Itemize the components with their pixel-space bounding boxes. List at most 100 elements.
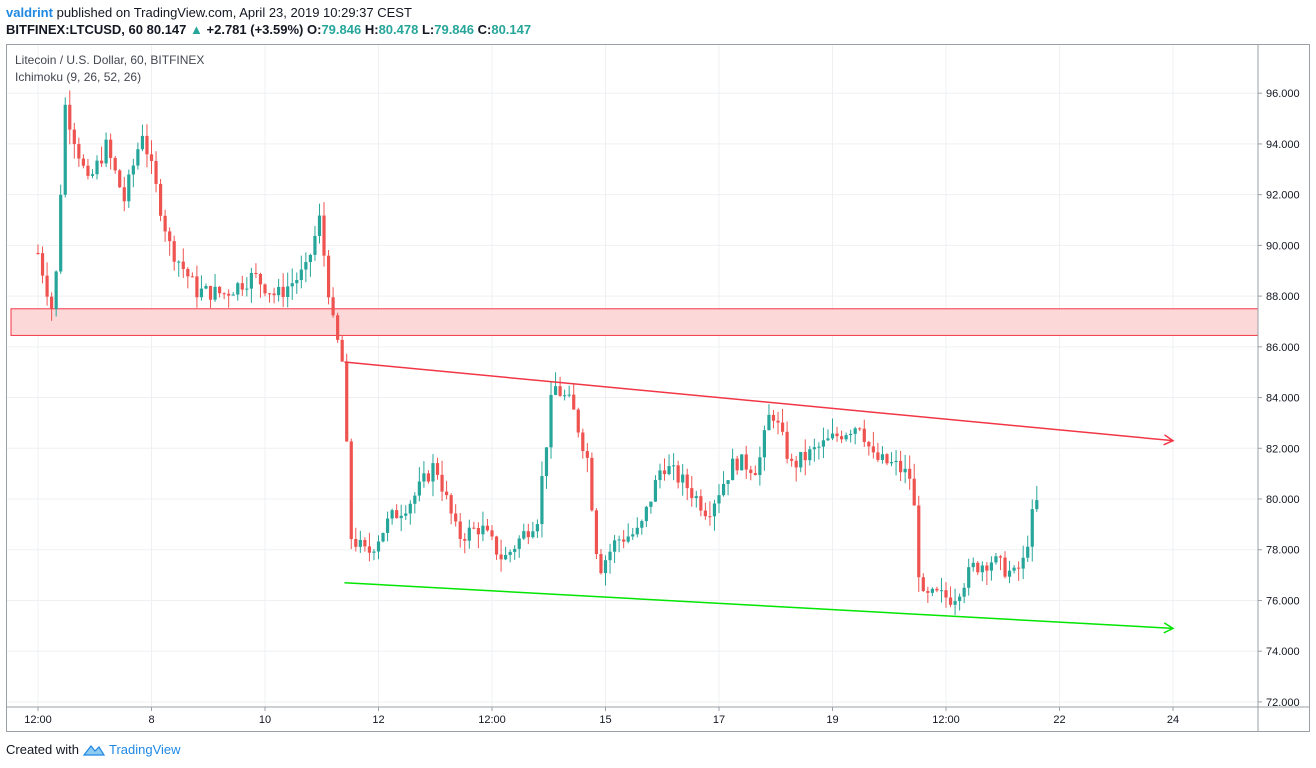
candle-body [299, 269, 303, 281]
candle-body [830, 433, 835, 439]
candle-body [399, 515, 403, 519]
candle-body [326, 255, 331, 298]
candle-body [490, 530, 494, 537]
candle-body [1003, 557, 1007, 577]
candle-body [222, 293, 226, 295]
candle-body [885, 454, 889, 464]
candle-body [971, 562, 975, 568]
candle-body [785, 431, 789, 459]
time-axis-label: 22 [1053, 714, 1065, 726]
candle-body [281, 286, 285, 297]
candle-body [976, 562, 980, 573]
symbol-info: BITFINEX:LTCUSD, 60 80.147 ▲ +2.781 (+3.… [6, 22, 531, 37]
up-triangle-icon: ▲ [190, 22, 203, 37]
candle-body [390, 510, 394, 519]
candle-body [917, 505, 921, 578]
candle-body [54, 271, 58, 309]
price-change: +2.781 (+3.59%) [206, 22, 304, 37]
candle-body [726, 480, 730, 484]
high-label: H: [364, 22, 379, 37]
candle-body [540, 476, 544, 525]
candle-body [304, 262, 308, 270]
candle-body [467, 527, 471, 541]
candle-body [245, 288, 249, 290]
candle-body [622, 539, 626, 542]
candle-body [336, 315, 340, 340]
candle-body [286, 286, 290, 297]
price-axis-label: 90.000 [1266, 240, 1300, 252]
candle-body [494, 536, 499, 555]
candle-body [163, 215, 167, 232]
candle-body [599, 554, 603, 574]
candle-body [962, 587, 966, 597]
candle-body [113, 157, 117, 171]
time-axis-label: 19 [826, 714, 838, 726]
candle-body [1026, 546, 1030, 558]
candle-body [517, 538, 521, 549]
candle-body [154, 160, 158, 184]
candle-body [50, 296, 54, 309]
candle-body [86, 165, 90, 176]
price-axis-label: 96.000 [1266, 88, 1300, 100]
price-axis-label: 80.000 [1266, 494, 1300, 506]
candle-body [667, 466, 671, 475]
candle-body [195, 276, 199, 298]
candle-body [631, 534, 635, 537]
candle-body [708, 516, 712, 518]
candle-body [308, 254, 312, 263]
candle-body [935, 588, 939, 591]
candle-body [322, 215, 326, 256]
candle-body [835, 433, 839, 437]
candle-body [81, 158, 85, 166]
candle-body [735, 458, 739, 471]
candle-body [939, 590, 944, 592]
time-axis-label: 12:00 [932, 714, 960, 726]
candle-body [363, 539, 367, 547]
candle-body [717, 495, 721, 504]
candle-body [127, 174, 131, 202]
candle-body [753, 473, 757, 476]
candle-body [331, 297, 335, 316]
candle-body [994, 556, 998, 563]
candle-body [277, 286, 281, 296]
candle-body [862, 428, 866, 442]
candle-body [122, 187, 126, 202]
candle-body [762, 430, 766, 458]
candle-body [435, 463, 440, 475]
chart-legend-title: Litecoin / U.S. Dollar, 60, BITFINEX [15, 53, 205, 67]
candle-body [921, 577, 925, 592]
candle-body [826, 438, 830, 441]
created-with-text: Created with [6, 742, 79, 757]
candle-body [463, 538, 467, 541]
author-link[interactable]: valdrint [6, 5, 53, 20]
candle-body [612, 540, 617, 552]
candle-body [77, 144, 81, 159]
close-label: C: [477, 22, 492, 37]
candle-body [204, 286, 208, 289]
candle-body [594, 510, 599, 555]
tradingview-link[interactable]: TradingView [108, 742, 181, 757]
candle-body [40, 253, 45, 276]
candle-body [367, 546, 372, 553]
candle-body [944, 590, 948, 598]
candle-body [190, 276, 194, 278]
candle-body [481, 525, 485, 535]
candle-body [853, 428, 857, 434]
candle-body [358, 539, 362, 547]
candle-body [544, 447, 549, 477]
candle-body [99, 160, 104, 164]
candle-body [740, 454, 744, 471]
price-axis-label: 72.000 [1266, 697, 1300, 709]
candle-body [458, 521, 462, 539]
price-axis-label: 78.000 [1266, 545, 1300, 557]
candle-body [585, 451, 589, 458]
candle-body [694, 496, 698, 499]
candle-body [980, 565, 984, 573]
candle-body [376, 541, 381, 552]
candle-body [249, 272, 253, 289]
candle-body [749, 469, 753, 474]
candle-body [690, 488, 694, 499]
candle-body [780, 422, 785, 432]
candle-body [426, 473, 431, 482]
